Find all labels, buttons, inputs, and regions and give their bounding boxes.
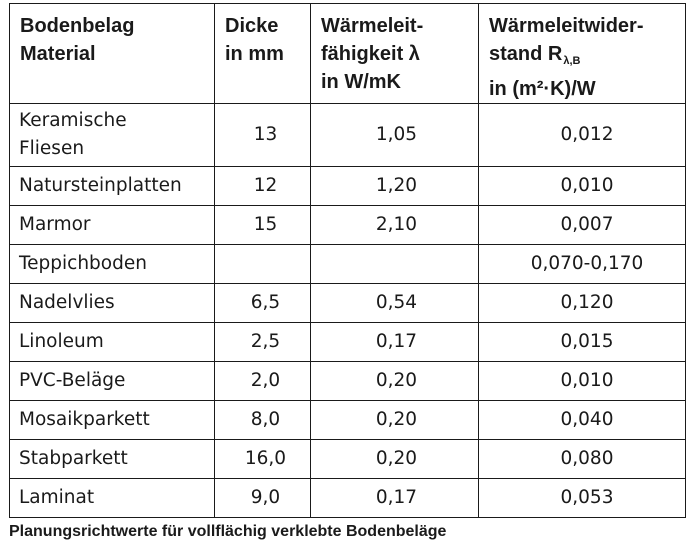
cell-resistance: 0,040 <box>478 400 686 440</box>
cell-material: Marmor <box>9 205 215 245</box>
cell-thickness: 9,0 <box>214 478 311 518</box>
header-thickness-line2: in mm <box>225 43 284 65</box>
header-material-line1: Bodenbelag <box>20 15 135 37</box>
header-material-line2: Material <box>20 43 96 65</box>
table-row: Laminat 9,0 0,17 0,053 <box>9 478 686 518</box>
cell-resistance: 0,080 <box>478 439 686 479</box>
cell-conductivity: 0,17 <box>310 478 479 518</box>
header-resistance-line2: stand Rλ,B <box>489 40 685 75</box>
table-row: Stabparkett 16,0 0,20 0,080 <box>9 439 686 479</box>
cell-material: Stabparkett <box>9 439 215 479</box>
header-resistance-prefix: stand R <box>489 43 563 65</box>
cell-resistance: 0,010 <box>478 361 686 401</box>
cell-material: PVC-Beläge <box>9 361 215 401</box>
cell-material: Nadelvlies <box>9 283 215 323</box>
cell-conductivity: 2,10 <box>310 205 479 245</box>
cell-thickness: 2,0 <box>214 361 311 401</box>
cell-thickness: 6,5 <box>214 283 311 323</box>
cell-material-line: Teppichboden <box>19 253 147 274</box>
cell-conductivity <box>310 244 479 284</box>
cell-resistance: 0,053 <box>478 478 686 518</box>
header-conductivity-line3: in W/mK <box>321 71 401 93</box>
cell-conductivity: 0,20 <box>310 361 479 401</box>
cell-thickness: 15 <box>214 205 311 245</box>
cell-conductivity: 0,54 <box>310 283 479 323</box>
cell-thickness: 8,0 <box>214 400 311 440</box>
cell-material: Natursteinplatten <box>9 166 215 206</box>
header-material: Bodenbelag Material <box>9 3 215 104</box>
table-row: Nadelvlies 6,5 0,54 0,120 <box>9 283 686 323</box>
cell-thickness: 12 <box>214 166 311 206</box>
cell-thickness: 13 <box>214 103 311 167</box>
cell-material-line: Stabparkett <box>19 448 128 469</box>
cell-material-line: Laminat <box>19 487 95 508</box>
flooring-table: Bodenbelag Material Dicke in mm Wärmelei… <box>9 3 686 518</box>
cell-resistance: 0,015 <box>478 322 686 362</box>
cell-conductivity: 0,17 <box>310 322 479 362</box>
header-conductivity-line2: fähigkeit λ <box>321 43 420 65</box>
cell-conductivity: 0,20 <box>310 439 479 479</box>
cell-resistance: 0,007 <box>478 205 686 245</box>
header-resistance-subscript: λ,B <box>563 55 581 67</box>
cell-conductivity: 0,20 <box>310 400 479 440</box>
cell-material-line: Fliesen <box>19 138 85 159</box>
cell-resistance: 0,120 <box>478 283 686 323</box>
header-resistance-line3: in (m²·K)/W <box>489 78 596 100</box>
cell-thickness <box>214 244 311 284</box>
cell-material-line: Nadelvlies <box>19 292 115 313</box>
cell-resistance: 0,070-0,170 <box>478 244 686 284</box>
table-row: Mosaikparkett 8,0 0,20 0,040 <box>9 400 686 440</box>
cell-material-line: Mosaikparkett <box>19 409 150 430</box>
table-row: Teppichboden 0,070-0,170 <box>9 244 686 284</box>
cell-conductivity: 1,05 <box>310 103 479 167</box>
header-conductivity-line1: Wärmeleit- <box>321 15 424 37</box>
header-thickness: Dicke in mm <box>214 3 311 104</box>
cell-thickness: 2,5 <box>214 322 311 362</box>
cell-material-line: Marmor <box>19 214 91 235</box>
cell-material: Laminat <box>9 478 215 518</box>
table-row: Natursteinplatten 12 1,20 0,010 <box>9 166 686 206</box>
cell-material: Keramische Fliesen <box>9 103 215 167</box>
header-conductivity: Wärmeleit- fähigkeit λ in W/mK <box>310 3 479 104</box>
table-body: Keramische Fliesen 13 1,05 0,012 Natursteinpl… <box>9 103 686 518</box>
header-thickness-line1: Dicke <box>225 15 279 37</box>
header-resistance: Wärmeleitwider- stand Rλ,B in (m²·K)/W <box>478 3 686 104</box>
cell-conductivity: 1,20 <box>310 166 479 206</box>
cell-resistance: 0,010 <box>478 166 686 206</box>
cell-material-line: Linoleum <box>19 331 104 352</box>
cell-resistance: 0,012 <box>478 103 686 167</box>
cell-material-line: Keramische <box>19 110 127 131</box>
table-row: Marmor 15 2,10 0,007 <box>9 205 686 245</box>
cell-material-line: Natursteinplatten <box>19 175 182 196</box>
table-caption: Planungsrichtwerte für vollflächig verkl… <box>9 523 447 540</box>
cell-material: Teppichboden <box>9 244 215 284</box>
table-row: PVC-Beläge 2,0 0,20 0,010 <box>9 361 686 401</box>
table-header-row: Bodenbelag Material Dicke in mm Wärmelei… <box>9 3 686 104</box>
cell-material-line: PVC-Beläge <box>19 370 126 391</box>
table-row: Keramische Fliesen 13 1,05 0,012 <box>9 103 686 167</box>
cell-material: Mosaikparkett <box>9 400 215 440</box>
cell-thickness: 16,0 <box>214 439 311 479</box>
header-resistance-line1: Wärmeleitwider- <box>489 15 644 37</box>
cell-material: Linoleum <box>9 322 215 362</box>
table-row: Linoleum 2,5 0,17 0,015 <box>9 322 686 362</box>
